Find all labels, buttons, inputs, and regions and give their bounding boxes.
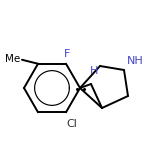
Text: Me: Me	[5, 54, 21, 64]
Text: F: F	[64, 49, 70, 59]
Text: Cl: Cl	[67, 119, 77, 129]
Text: NH: NH	[127, 56, 144, 66]
Text: H: H	[90, 66, 98, 76]
